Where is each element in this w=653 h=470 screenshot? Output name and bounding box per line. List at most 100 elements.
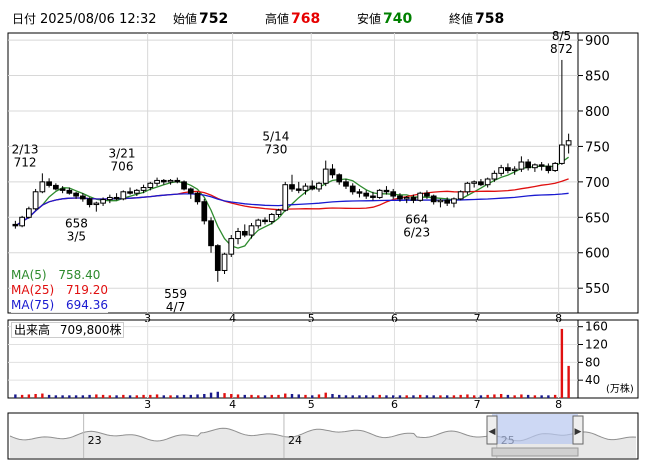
candle-body	[39, 181, 46, 193]
candle-body	[349, 185, 356, 193]
volume-bar	[317, 394, 321, 398]
navigator-selection[interactable]	[492, 414, 578, 444]
candle-body	[46, 181, 52, 186]
candle-body	[228, 238, 235, 255]
candle-body	[201, 201, 208, 222]
annotation-value: 658	[65, 217, 88, 231]
volume-tick-label: 160	[585, 320, 608, 334]
volume-tick-label: 80	[585, 355, 600, 369]
volume-bar	[270, 394, 273, 398]
ma25-label: MA(25)	[11, 283, 55, 297]
price-xtick-label: 8	[555, 312, 562, 325]
candle-body	[248, 225, 255, 236]
annotation-date: 6/23	[403, 225, 430, 239]
candle-body	[410, 196, 417, 201]
annotation-date: 2/13	[12, 142, 39, 156]
volume-bar	[169, 395, 172, 398]
ma25-value: 719.20	[66, 283, 109, 297]
price-tick-label: 750	[585, 140, 610, 155]
candle-body	[174, 179, 181, 183]
candle-body	[147, 182, 154, 189]
volume-bar	[203, 393, 206, 398]
open-value: 752	[199, 11, 229, 27]
volume-axis	[577, 319, 639, 399]
low-value: 740	[383, 11, 413, 27]
candle-body	[316, 182, 322, 190]
volume-bar	[101, 394, 105, 398]
candle-body	[133, 189, 140, 194]
volume-bar	[95, 394, 98, 398]
candle-body	[505, 167, 511, 172]
candle-body	[302, 185, 309, 191]
price-tick-label: 650	[585, 211, 610, 226]
volume-bar	[41, 393, 44, 398]
navigator-right-handle[interactable]	[572, 415, 584, 445]
volume-bar	[182, 394, 186, 398]
navigator-area	[10, 428, 636, 458]
volume-bar	[162, 395, 166, 398]
volume-unit-label: (万株)	[606, 382, 634, 395]
volume-bar	[68, 395, 71, 398]
ma75-value: 694.36	[66, 298, 109, 312]
candle-body	[511, 168, 518, 172]
candle-body	[390, 191, 397, 197]
navigator-left-handle[interactable]	[486, 415, 498, 445]
candle-body	[403, 196, 410, 200]
volume-bar	[378, 394, 381, 398]
candle-body	[484, 178, 491, 186]
candle-body	[424, 192, 430, 197]
candle-body	[255, 219, 262, 227]
volume-bar	[385, 395, 388, 398]
candle-body	[187, 188, 194, 194]
annotation-date: 3/21	[109, 147, 136, 161]
volume-bar	[365, 395, 368, 398]
date-label: 日付	[12, 12, 37, 26]
volume-bar	[223, 393, 226, 398]
volume-bar	[506, 394, 510, 398]
volume-bar	[513, 395, 516, 398]
candle-body	[376, 189, 383, 198]
volume-bar	[14, 394, 17, 398]
candle-body	[444, 199, 451, 204]
price-tick-label: 700	[585, 176, 610, 191]
volume-bar	[250, 394, 253, 398]
price-tick-label: 550	[585, 282, 610, 297]
volume-bar	[445, 395, 449, 398]
volume-bar	[425, 395, 429, 398]
candle-body	[113, 196, 120, 200]
volume-xtick-label: 7	[474, 398, 481, 411]
volume-bar	[20, 394, 24, 398]
candle-body	[518, 161, 525, 170]
high-label: 高値	[265, 12, 290, 26]
candle-body	[120, 191, 127, 200]
volume-bar	[418, 394, 422, 398]
volume-bar	[243, 394, 246, 398]
volume-bar	[493, 394, 496, 398]
volume-bar	[54, 395, 58, 398]
candle-body	[140, 187, 147, 191]
candle-body	[464, 182, 471, 193]
navigator-scrollbar[interactable]	[491, 447, 579, 457]
ma5-line	[15, 156, 569, 249]
candle-body	[322, 168, 329, 184]
annotation-value: 706	[111, 160, 134, 174]
ma75-legend: MA(75) 694.36	[11, 298, 108, 313]
candle-body	[275, 209, 282, 215]
price-tick-label: 850	[585, 70, 610, 85]
header-low: 安値 740	[357, 10, 412, 30]
volume-xtick-label: 3	[144, 398, 151, 411]
volume-bar	[74, 395, 78, 398]
candle-body	[565, 140, 572, 146]
candle-body	[79, 195, 86, 200]
volume-tick-label: 40	[585, 373, 600, 387]
candle-body	[478, 181, 484, 186]
volume-bar	[331, 393, 334, 398]
volume-bar	[108, 395, 112, 398]
volume-legend: 出来高 709,800株	[11, 322, 125, 338]
volume-bar	[122, 394, 125, 398]
volume-tick-label: 120	[585, 338, 608, 352]
volume-bar	[358, 395, 361, 398]
candle-body	[525, 161, 532, 169]
volume-bar	[304, 394, 307, 398]
